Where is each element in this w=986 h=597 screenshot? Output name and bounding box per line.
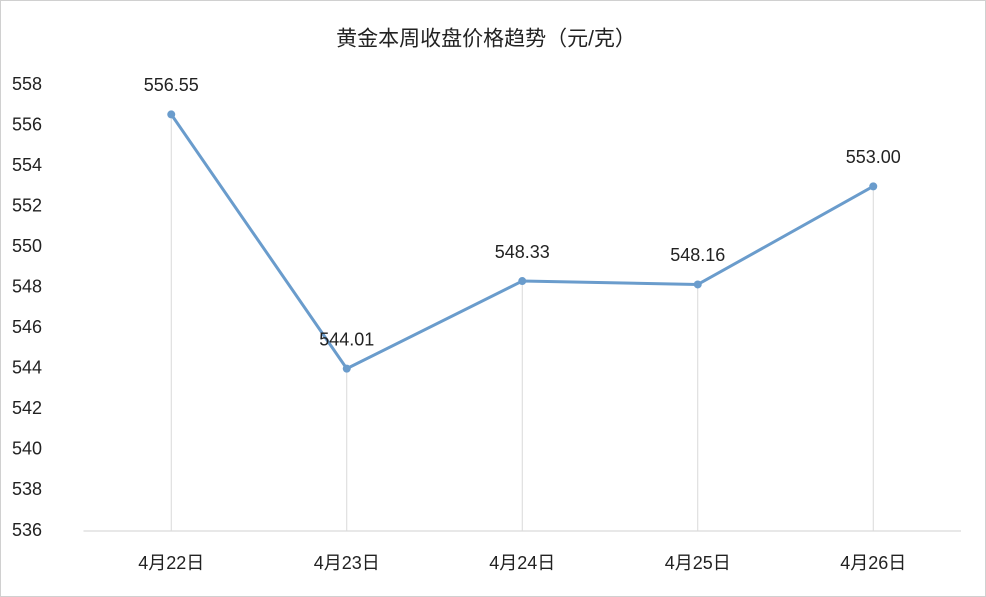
y-tick-label: 554 — [12, 155, 42, 175]
y-tick-label: 542 — [12, 398, 42, 418]
x-tick-label: 4月26日 — [840, 553, 906, 573]
x-tick-label: 4月22日 — [138, 553, 204, 573]
x-tick-label: 4月23日 — [314, 553, 380, 573]
point — [693, 280, 702, 289]
data-label: 544.01 — [319, 329, 374, 349]
y-tick-label: 556 — [12, 114, 42, 134]
y-tick-label: 544 — [12, 358, 42, 378]
point — [869, 182, 878, 191]
y-tick-label: 548 — [12, 276, 42, 296]
x-tick-label: 4月25日 — [665, 553, 731, 573]
y-tick-label: 536 — [12, 520, 42, 540]
chart-title: 黄金本周收盘价格趋势（元/克） — [336, 28, 636, 51]
y-tick-label: 540 — [12, 439, 42, 459]
y-tick-label: 552 — [12, 195, 42, 215]
data-label: 548.16 — [670, 245, 725, 265]
x-tick-label: 4月24日 — [489, 553, 555, 573]
y-tick-label: 538 — [12, 479, 42, 499]
data-label: 548.33 — [495, 242, 550, 262]
point — [167, 110, 176, 119]
y-tick-label: 550 — [12, 236, 42, 256]
data-label: 553.00 — [846, 147, 901, 167]
point — [518, 277, 527, 286]
point — [342, 364, 351, 373]
data-label: 556.55 — [144, 75, 199, 95]
y-tick-label: 546 — [12, 317, 42, 337]
y-tick-label: 558 — [12, 74, 42, 94]
